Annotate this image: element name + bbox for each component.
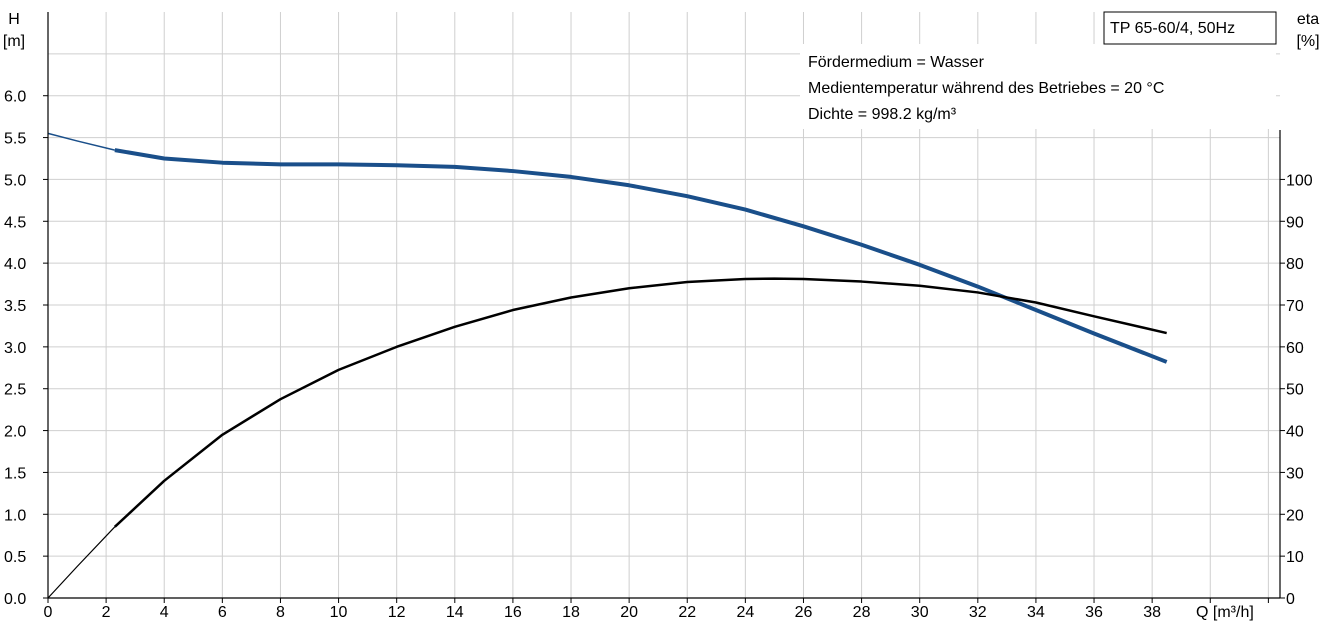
x-tick-label: 6 (218, 604, 227, 621)
y-right-axis-unit: [%] (1296, 33, 1319, 50)
x-tick-label: 30 (911, 604, 929, 621)
y-right-tick-label: 30 (1286, 465, 1304, 482)
x-tick-label: 8 (276, 604, 285, 621)
y-left-tick-label: 2.5 (4, 382, 26, 399)
annotation-temperature: Medientemperatur während des Betriebes =… (808, 80, 1164, 97)
efficiency-curve-start (47, 526, 116, 599)
x-tick-label: 38 (1143, 604, 1161, 621)
head-curve-start (47, 132, 116, 151)
x-tick-label: 36 (1085, 604, 1103, 621)
x-tick-label: 26 (795, 604, 813, 621)
x-tick-label: 0 (44, 604, 53, 621)
annotation-density: Dichte = 998.2 kg/m³ (808, 106, 957, 123)
y-left-tick-label: 5.0 (4, 172, 26, 189)
curves (47, 132, 1168, 599)
x-tick-label: 28 (853, 604, 871, 621)
y-right-tick-label: 80 (1286, 256, 1304, 273)
x-tick-label: 20 (620, 604, 638, 621)
chart-title: TP 65-60/4, 50Hz (1110, 20, 1235, 37)
tick-labels: 0 2 4 6 8 10 12 14 16 18 20 22 24 26 28 30 32 34 36 380.00.… (4, 89, 1313, 621)
y-right-tick-label: 90 (1286, 214, 1304, 231)
y-right-tick-label: 100 (1286, 172, 1313, 189)
x-tick-label: 32 (969, 604, 987, 621)
y-left-tick-label: 0.5 (4, 549, 26, 566)
x-tick-label: 22 (678, 604, 696, 621)
y-left-axis-unit: [m] (3, 33, 25, 50)
x-tick-label: 10 (330, 604, 348, 621)
y-left-tick-label: 3.0 (4, 340, 26, 357)
y-left-tick-label: 0.0 (4, 591, 26, 608)
y-right-tick-label: 0 (1286, 591, 1295, 608)
y-right-tick-label: 60 (1286, 340, 1304, 357)
x-tick-label: 14 (446, 604, 464, 621)
y-left-tick-label: 6.0 (4, 89, 26, 106)
x-tick-label: 16 (504, 604, 522, 621)
y-left-tick-label: 1.5 (4, 465, 26, 482)
y-left-tick-label: 1.0 (4, 507, 26, 524)
annotation-medium: Fördermedium = Wasser (808, 54, 985, 71)
y-left-axis-title: H (8, 11, 20, 28)
y-left-tick-label: 5.5 (4, 131, 26, 148)
x-tick-label: 2 (102, 604, 111, 621)
head-curve (114, 148, 1168, 364)
y-right-tick-label: 70 (1286, 298, 1304, 315)
title-box (1103, 11, 1277, 45)
efficiency-curve (113, 277, 1167, 528)
y-left-tick-label: 4.5 (4, 214, 26, 231)
x-tick-label: 4 (160, 604, 169, 621)
y-right-tick-label: 20 (1286, 507, 1304, 524)
y-left-tick-label: 2.0 (4, 424, 26, 441)
x-tick-label: 18 (562, 604, 580, 621)
y-right-tick-label: 50 (1286, 382, 1304, 399)
x-tick-label: 34 (1027, 604, 1045, 621)
y-right-tick-label: 10 (1286, 549, 1304, 566)
x-axis-title: Q [m³/h] (1196, 604, 1254, 621)
x-tick-label: 12 (388, 604, 406, 621)
annotation-panel (800, 44, 1276, 129)
y-left-tick-label: 4.0 (4, 256, 26, 273)
y-right-axis-title: eta (1297, 11, 1319, 28)
y-right-tick-label: 40 (1286, 424, 1304, 441)
y-left-tick-label: 3.5 (4, 298, 26, 315)
x-tick-label: 24 (736, 604, 754, 621)
